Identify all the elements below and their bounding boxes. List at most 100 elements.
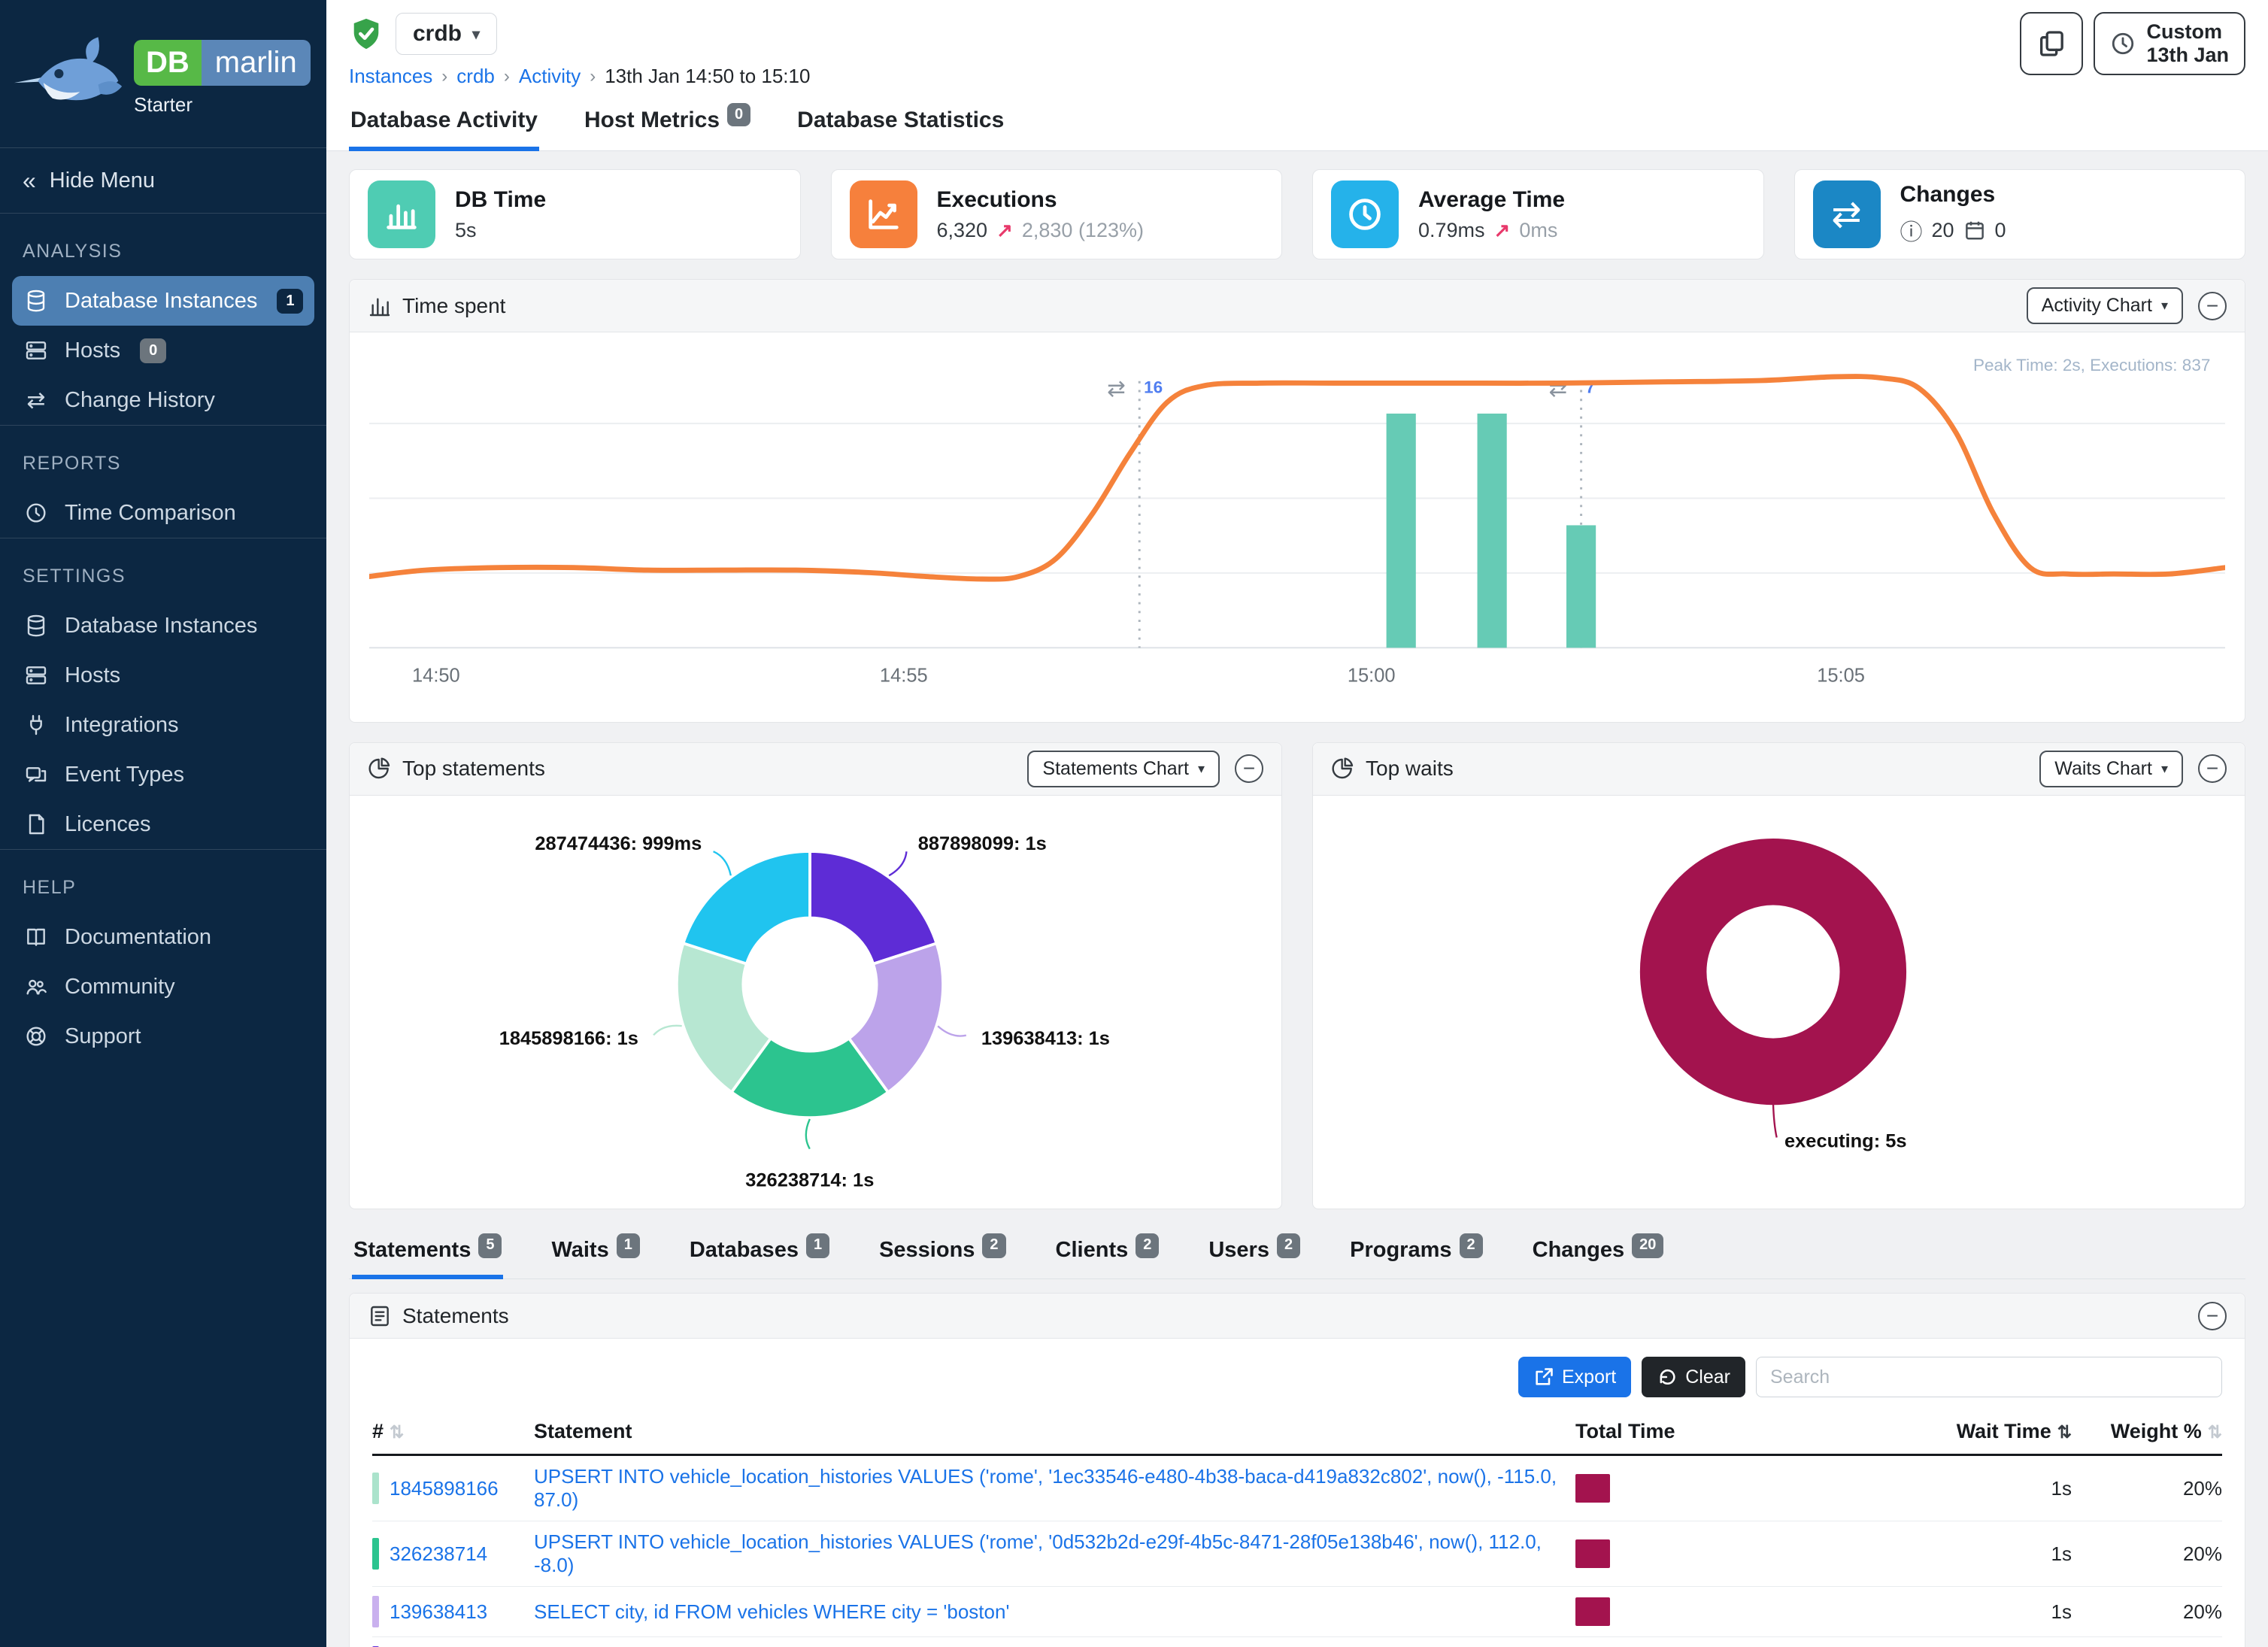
plug-icon — [23, 711, 50, 739]
statement-id-cell: 326238714 — [372, 1521, 534, 1588]
svg-text:⇄: ⇄ — [1549, 376, 1568, 401]
sort-icon[interactable]: ⇅ — [2057, 1422, 2072, 1442]
sidebar-item-change-history[interactable]: ⇄ Change History — [0, 375, 326, 425]
hide-menu-button[interactable]: « Hide Menu — [0, 148, 326, 213]
column-header-wait-time[interactable]: Wait Time ⇅ — [1824, 1408, 2072, 1457]
tab-database-activity[interactable]: Database Activity — [349, 103, 539, 151]
card-executions[interactable]: Executions 6,320 ↗ 2,830 (123%) — [830, 169, 1282, 259]
tab-programs[interactable]: Programs 2 — [1348, 1232, 1484, 1279]
collapse-panel-button[interactable]: − — [2198, 1301, 2227, 1330]
sidebar-item-hosts[interactable]: Hosts 0 — [0, 326, 326, 375]
top-statements-donut[interactable]: 887898099: 1s 139638413: 1s 326238714: 1s 1… — [369, 802, 1262, 1199]
statements-chart-select[interactable]: Statements Chart ▾ — [1027, 750, 1220, 787]
breadcrumb-activity[interactable]: Activity — [518, 65, 581, 87]
card-value: 5s — [455, 218, 477, 241]
statement-id-link[interactable]: 1845898166 — [390, 1476, 499, 1500]
sidebar-item-event-types[interactable]: Event Types — [0, 750, 326, 799]
waits-chart-select[interactable]: Waits Chart ▾ — [2039, 750, 2183, 787]
tab-clients[interactable]: Clients 2 — [1054, 1232, 1161, 1279]
svg-text:Peak Time: 2s, Executions: 837: Peak Time: 2s, Executions: 837 — [1973, 356, 2210, 375]
people-icon — [23, 973, 50, 1000]
server-icon — [23, 337, 50, 364]
collapse-panel-button[interactable]: − — [2198, 291, 2227, 320]
tab-databases[interactable]: Databases 1 — [688, 1232, 831, 1279]
breadcrumb-crdb[interactable]: crdb — [456, 65, 495, 87]
sort-icon[interactable]: ⇅ — [390, 1422, 405, 1442]
column-header-weight[interactable]: Weight % ⇅ — [2072, 1408, 2222, 1457]
statement-color-bar — [372, 1473, 379, 1505]
tab-sessions[interactable]: Sessions 2 — [878, 1232, 1007, 1279]
tab-statements[interactable]: Statements 5 — [352, 1232, 504, 1280]
tab-badge: 2 — [1136, 1233, 1160, 1259]
table-row: 326238714 UPSERT INTO vehicle_location_hi… — [372, 1521, 2222, 1588]
tab-waits[interactable]: Waits 1 — [550, 1232, 641, 1279]
undo-icon — [1660, 1369, 1675, 1385]
tab-badge: 2 — [1459, 1233, 1483, 1259]
wait-time-cell: 1s — [1824, 1521, 2072, 1588]
pie-chart-icon — [368, 757, 392, 781]
sidebar-item-licences[interactable]: Licences — [0, 799, 326, 849]
card-changes[interactable]: ⇄ Changes ⓘ 20 0 — [1793, 169, 2245, 259]
sidebar-item-database-instances[interactable]: Database Instances — [0, 601, 326, 651]
tab-users[interactable]: Users 2 — [1207, 1232, 1302, 1279]
sidebar-item-documentation[interactable]: Documentation — [0, 912, 326, 962]
statement-id-link[interactable]: 326238714 — [390, 1542, 488, 1565]
sidebar-item-database-instances[interactable]: Database Instances 1 — [12, 276, 314, 326]
breadcrumb-separator: › — [503, 65, 510, 86]
divider — [0, 849, 326, 850]
column-header-[interactable]: # ⇅ — [372, 1408, 534, 1457]
app-logo[interactable]: DB marlin Starter — [0, 0, 326, 147]
search-input[interactable] — [1756, 1357, 2222, 1398]
sidebar-item-label: Event Types — [65, 762, 185, 787]
export-label: Export — [1561, 1366, 1617, 1388]
sidebar-item-time-comparison[interactable]: Time Comparison — [0, 488, 326, 538]
table-row: 1845898166 UPSERT INTO vehicle_location_h… — [372, 1454, 2222, 1522]
instance-selector[interactable]: crdb ▾ — [396, 13, 498, 55]
wait-time-cell: 1s — [1824, 1636, 2072, 1647]
top-waits-donut[interactable]: executing: 5s — [1333, 802, 2225, 1199]
clear-button[interactable]: Clear — [1642, 1357, 1745, 1398]
sort-icon[interactable]: ⇅ — [2207, 1422, 2222, 1442]
tab-changes[interactable]: Changes 20 — [1531, 1232, 1666, 1279]
sidebar-item-label: Integrations — [65, 712, 179, 737]
activity-chart-select[interactable]: Activity Chart ▾ — [2026, 287, 2183, 324]
time-spent-panel: Time spent Activity Chart ▾ − ⇄ 16 ⇄ 7 14:50… — [349, 279, 2245, 723]
sidebar-item-hosts[interactable]: Hosts — [0, 651, 326, 700]
card-body: Average Time 0.79ms ↗ 0ms — [1418, 187, 1565, 242]
card-average-time[interactable]: Average Time 0.79ms ↗ 0ms — [1312, 169, 1764, 259]
bar-chart-icon — [368, 294, 392, 318]
copy-link-button[interactable] — [2020, 12, 2084, 75]
tab-badge: 2 — [1276, 1233, 1301, 1259]
total-time-bar — [1575, 1597, 1610, 1627]
sidebar-item-label: Database Instances — [65, 288, 258, 313]
collapse-panel-button[interactable]: − — [2198, 754, 2227, 784]
hide-menu-label: Hide Menu — [49, 168, 156, 193]
statement-link[interactable]: UPSERT INTO vehicle_location_histories V… — [534, 1465, 1557, 1512]
double-chevron-left-icon: « — [23, 166, 36, 194]
statement-link[interactable]: SELECT city, id FROM vehicles WHERE city… — [534, 1600, 1010, 1623]
tab-database-statistics[interactable]: Database Statistics — [796, 103, 1005, 151]
breadcrumb-instances[interactable]: Instances — [349, 65, 433, 87]
sidebar-item-support[interactable]: Support — [0, 1012, 326, 1061]
sidebar-item-community[interactable]: Community — [0, 962, 326, 1012]
card-db-time[interactable]: DB Time 5s — [349, 169, 801, 259]
collapse-panel-button[interactable]: − — [1235, 754, 1263, 784]
top-waits-panel: Top waits Waits Chart ▾ − executing: 5s — [1312, 742, 2245, 1210]
tab-badge: 2 — [982, 1233, 1006, 1259]
chevron-down-icon: ▾ — [2160, 760, 2168, 776]
panel-title: Statements — [402, 1303, 509, 1327]
export-button[interactable]: Export — [1518, 1357, 1632, 1398]
sidebar-item-integrations[interactable]: Integrations — [0, 700, 326, 750]
sidebar-item-label: Hosts — [65, 338, 121, 362]
tab-label: Waits — [551, 1238, 609, 1263]
time-range-button[interactable]: Custom 13th Jan — [2094, 12, 2245, 75]
tab-host-metrics[interactable]: Host Metrics 0 — [583, 103, 752, 151]
svg-text:287474436: 999ms: 287474436: 999ms — [535, 833, 702, 854]
card-title: Changes — [1900, 182, 1996, 207]
svg-text:326238714: 1s: 326238714: 1s — [745, 1169, 874, 1191]
divider — [0, 213, 326, 214]
tab-badge: 0 — [727, 103, 751, 126]
statement-id-link[interactable]: 139638413 — [390, 1600, 488, 1623]
statement-link[interactable]: UPSERT INTO vehicle_location_histories V… — [534, 1530, 1542, 1577]
